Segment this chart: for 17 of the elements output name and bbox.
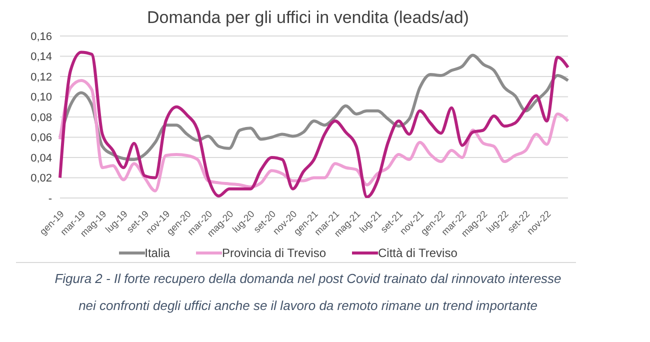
text: nei confronti degli uffici anche se il lavoro da remoto rimane un trend importante (78, 298, 538, 313)
y-tick-label: 0,04 (30, 152, 52, 164)
legend-label: Provincia di Treviso (222, 246, 326, 260)
line-series (58, 50, 570, 198)
chart-title: Domanda per gli uffici in vendita (leads/ad) (146, 8, 470, 28)
y-tick-label: 0,12 (30, 71, 52, 84)
line-series (58, 79, 570, 192)
y-tick-label: 0,02 (30, 172, 52, 185)
y-tick-label: 0,10 (30, 92, 52, 104)
legend-label: Città di Treviso (378, 246, 458, 260)
y-tick-label: 0,16 (30, 30, 52, 43)
y-tick-label: 0,14 (30, 51, 52, 64)
y-tick-label: 0,08 (30, 112, 52, 124)
y-tick-label: 0,06 (30, 132, 52, 144)
text: Figura 2 - Il forte recupero della domanda nel post Covid trainato dal rinnovato interesse (54, 271, 562, 286)
y-tick-label: - (48, 192, 52, 205)
legend-label: Italia (144, 246, 170, 260)
